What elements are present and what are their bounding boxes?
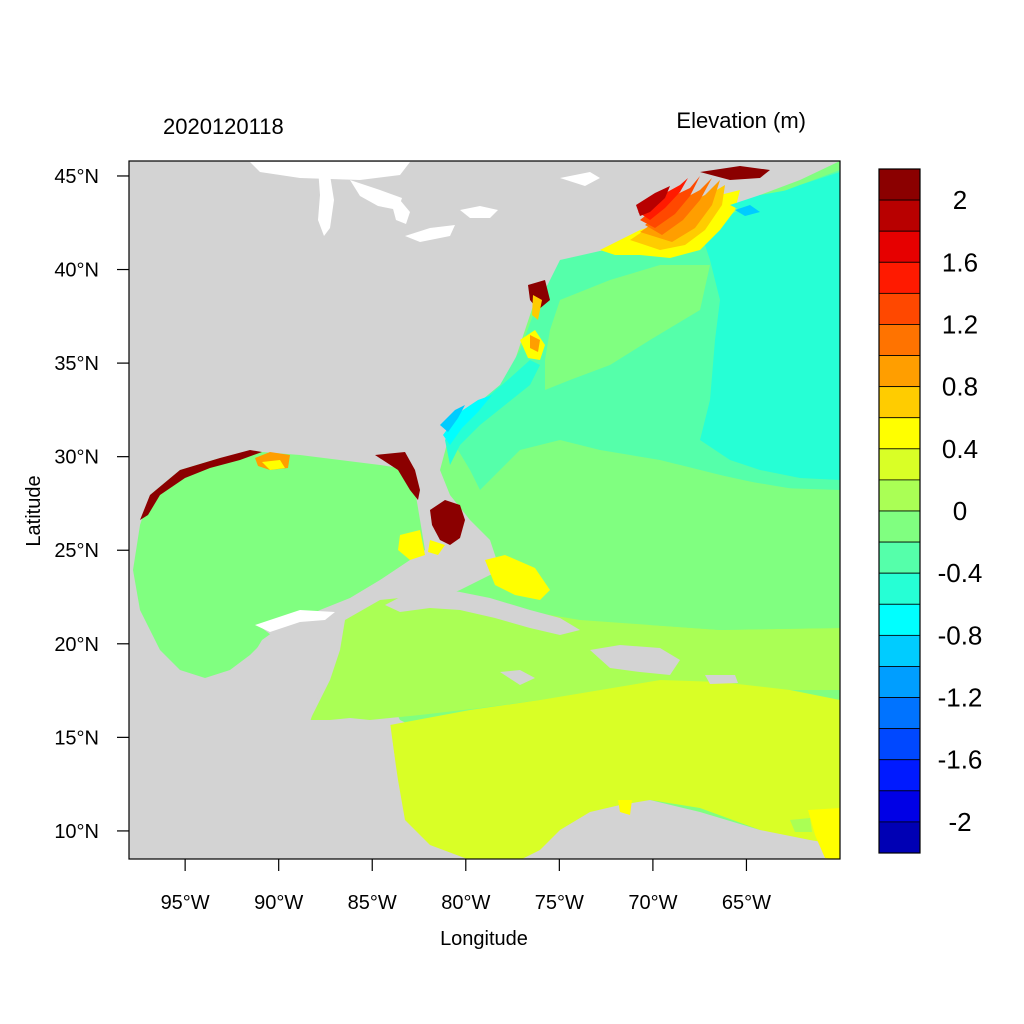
bahamas-anomaly — [398, 530, 550, 600]
x-axis-label: Longitude — [440, 928, 528, 950]
northern-gulf-coast-surge — [140, 450, 290, 520]
colorbar-label: -0.8 — [938, 620, 983, 650]
hispaniola-island — [590, 645, 680, 675]
colorbar-swatch — [878, 355, 921, 388]
south-florida-surge — [375, 452, 465, 555]
y-axis-label: Latitude — [23, 475, 45, 546]
colorbar-swatch — [878, 386, 921, 419]
colorbar-label: 1.2 — [942, 309, 978, 339]
puerto-rico-island — [705, 675, 738, 684]
south-america-land — [531, 800, 840, 859]
lat-tick-label: 30°N — [54, 447, 99, 469]
map-panel — [129, 161, 840, 859]
yucatan-white-strip — [255, 610, 335, 632]
lat-tick-label: 25°N — [54, 540, 99, 562]
colorbar-label: 0.4 — [942, 434, 978, 464]
colorbar-label: -1.2 — [938, 683, 983, 713]
south-caribbean-coast — [618, 800, 840, 859]
southeast-coast-band — [440, 360, 540, 465]
colorbar-swatch — [878, 790, 921, 823]
field-label: Elevation (m) — [676, 108, 806, 133]
colorbar-swatch — [878, 634, 921, 667]
colorbar-swatch — [878, 510, 921, 543]
atlantic-band-minus04 — [700, 172, 840, 480]
lon-tick-label: 70°W — [628, 892, 677, 914]
great-lakes — [250, 162, 600, 242]
lon-tick-label: 85°W — [348, 892, 397, 914]
lon-tick-label: 75°W — [535, 892, 584, 914]
colorbar-label: 1.6 — [942, 247, 978, 277]
plot-frame — [128, 160, 841, 860]
lat-tick-label: 20°N — [54, 634, 99, 656]
colorbar-swatch — [878, 261, 921, 294]
lat-tick-label: 35°N — [54, 353, 99, 375]
colorbar-swatch — [878, 324, 921, 356]
atlantic-band-nearzero — [545, 265, 710, 390]
colorbar-label: 2 — [953, 185, 967, 215]
colorbar-frame — [878, 168, 921, 854]
colorbar-label: 0.8 — [942, 372, 978, 402]
colorbar-swatch — [878, 479, 921, 512]
colorbar-swatch — [878, 759, 921, 792]
colorbar-swatch — [878, 199, 921, 232]
mid-atlantic-highs — [520, 280, 550, 360]
lat-tick-label: 10°N — [54, 821, 99, 843]
colorbar-label: -1.6 — [938, 745, 983, 775]
lat-tick-label: 45°N — [54, 166, 99, 188]
lon-tick-label: 65°W — [722, 892, 771, 914]
lat-tick-label: 40°N — [54, 260, 99, 282]
colorbar-swatch — [878, 697, 921, 730]
colorbar-label: -2 — [948, 807, 971, 837]
colorbar-label: -0.4 — [938, 558, 983, 588]
cuba-island — [385, 590, 580, 635]
atlantic-lower-band — [498, 450, 840, 630]
colorbar-swatch — [878, 448, 921, 481]
colorbar-swatch — [878, 728, 921, 761]
lon-tick-label: 90°W — [254, 892, 303, 914]
colorbar-swatch — [878, 541, 921, 574]
lon-tick-label: 80°W — [441, 892, 490, 914]
lon-tick-label: 95°W — [161, 892, 210, 914]
colorbar — [878, 168, 921, 854]
gulf-of-maine-surge — [600, 166, 840, 258]
longitude-ticks: 95°W 90°W 85°W 80°W 75°W 70°W 65°W — [161, 859, 771, 914]
colorbar-swatch — [878, 572, 921, 605]
colorbar-swatch — [878, 292, 921, 325]
latitude-ticks: 45°N 40°N 35°N 30°N 25°N 20°N 15°N 10°N — [54, 166, 129, 843]
caribbean-sea-south — [390, 680, 840, 859]
lat-tick-label: 15°N — [54, 727, 99, 749]
colorbar-swatch — [878, 821, 921, 854]
jamaica-island — [500, 670, 535, 685]
caribbean-sea-north — [310, 595, 840, 720]
colorbar-swatch — [878, 603, 921, 636]
colorbar-swatch — [878, 168, 921, 201]
colorbar-swatch — [878, 666, 921, 698]
timestamp-label: 2020120118 — [163, 114, 284, 139]
gulf-of-mexico — [133, 452, 425, 678]
colorbar-label: 0 — [953, 496, 967, 526]
colorbar-labels: 2 1.6 1.2 0.8 0.4 0 -0.4 -0.8 -1.2 -1.6 -2 — [938, 185, 983, 837]
colorbar-swatch — [878, 417, 921, 450]
colorbar-swatch — [878, 230, 921, 263]
